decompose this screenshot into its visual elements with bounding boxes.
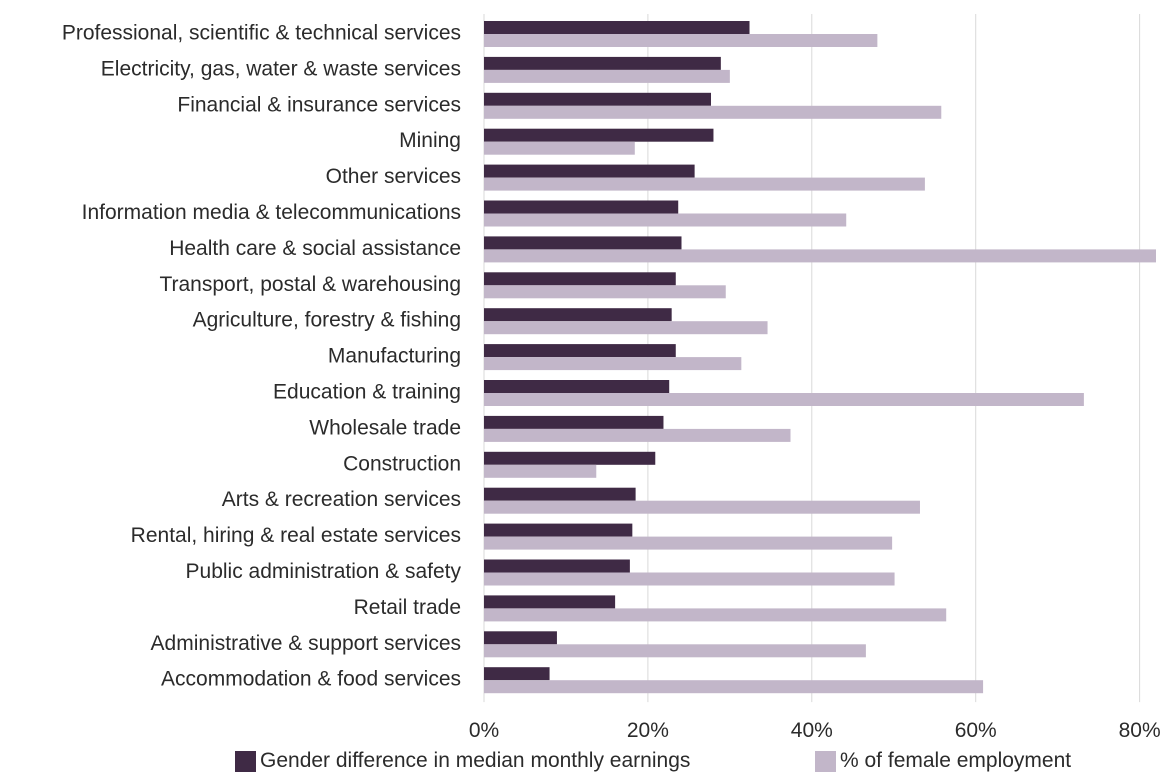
- legend-label-earnings: Gender difference in median monthly earn…: [260, 749, 691, 772]
- legend-item-female-employment: % of female employment: [815, 749, 1071, 773]
- bar-female-employment-4: [484, 177, 925, 191]
- category-labels: Professional, scientific & technical ser…: [62, 22, 462, 691]
- category-label-15: Public administration & safety: [186, 560, 462, 583]
- category-label-12: Construction: [343, 452, 461, 475]
- bar-female-employment-10: [484, 393, 1084, 406]
- bar-earnings-gap-6: [484, 236, 682, 250]
- bar-female-employment-8: [484, 321, 768, 335]
- bar-female-employment-12: [484, 464, 597, 478]
- bar-earnings-gap-1: [484, 56, 721, 70]
- bar-female-employment-9: [484, 357, 742, 371]
- category-label-6: Health care & social assistance: [169, 237, 461, 260]
- bar-earnings-gap-18: [484, 667, 550, 681]
- bar-female-employment-5: [484, 213, 847, 227]
- x-tick-label-2: 40%: [791, 719, 833, 742]
- x-tick-label-1: 20%: [627, 719, 669, 742]
- bar-female-employment-2: [484, 105, 942, 119]
- bar-earnings-gap-3: [484, 128, 714, 142]
- bar-earnings-gap-15: [484, 559, 630, 573]
- bar-earnings-gap-2: [484, 92, 712, 106]
- legend: Gender difference in median monthly earn…: [0, 745, 1165, 775]
- bar-female-employment-11: [484, 428, 791, 442]
- bar-female-employment-18: [484, 680, 984, 694]
- category-label-3: Mining: [399, 129, 461, 152]
- bar-female-employment-16: [484, 608, 947, 622]
- bar-earnings-gap-5: [484, 200, 679, 214]
- bar-female-employment-1: [484, 69, 730, 83]
- category-label-5: Information media & telecommunications: [82, 201, 461, 224]
- legend-label-female-employment: % of female employment: [840, 749, 1072, 772]
- category-label-4: Other services: [326, 165, 461, 188]
- bar-earnings-gap-10: [484, 380, 670, 393]
- category-label-2: Financial & insurance services: [177, 93, 461, 116]
- bar-earnings-gap-14: [484, 523, 633, 537]
- bar-female-employment-14: [484, 536, 893, 550]
- x-tick-label-4: 80%: [1119, 719, 1161, 742]
- category-label-7: Transport, postal & warehousing: [159, 273, 461, 296]
- bar-earnings-gap-0: [484, 21, 750, 34]
- bar-earnings-gap-12: [484, 451, 656, 465]
- bar-earnings-gap-17: [484, 631, 557, 645]
- bar-female-employment-7: [484, 285, 726, 299]
- category-label-0: Professional, scientific & technical ser…: [62, 22, 461, 45]
- bar-female-employment-17: [484, 644, 866, 658]
- bar-earnings-gap-8: [484, 308, 672, 322]
- category-label-8: Agriculture, forestry & fishing: [193, 309, 461, 332]
- legend-swatch-female-employment: [815, 750, 836, 772]
- category-label-13: Arts & recreation services: [222, 488, 461, 511]
- legend-item-earnings: Gender difference in median monthly earn…: [235, 749, 690, 773]
- bar-earnings-gap-7: [484, 272, 676, 286]
- bar-earnings-gap-11: [484, 415, 664, 429]
- category-label-1: Electricity, gas, water & waste services: [101, 57, 461, 80]
- category-label-11: Wholesale trade: [309, 416, 461, 439]
- bar-female-employment-0: [484, 34, 878, 47]
- category-label-14: Rental, hiring & real estate services: [131, 524, 461, 547]
- bar-earnings-gap-13: [484, 487, 636, 501]
- bar-chart: Professional, scientific & technical ser…: [62, 14, 1161, 742]
- legend-swatch-earnings: [235, 750, 256, 772]
- category-label-16: Retail trade: [354, 596, 461, 619]
- bar-earnings-gap-16: [484, 595, 616, 609]
- bar-female-employment-15: [484, 572, 895, 586]
- category-label-18: Accommodation & food services: [161, 668, 461, 691]
- x-tick-label-3: 60%: [955, 719, 997, 742]
- gridlines: [483, 14, 1141, 703]
- x-tick-label-0: 0%: [469, 719, 499, 742]
- bars: [484, 21, 1156, 694]
- bar-female-employment-3: [484, 141, 635, 155]
- bar-earnings-gap-4: [484, 164, 695, 178]
- bar-earnings-gap-9: [484, 344, 676, 358]
- category-label-10: Education & training: [273, 381, 461, 404]
- category-label-17: Administrative & support services: [151, 632, 461, 655]
- category-label-9: Manufacturing: [328, 345, 461, 368]
- bar-female-employment-6: [484, 249, 1156, 263]
- x-tick-labels: 0% 20% 40% 60% 80%: [469, 719, 1161, 742]
- bar-female-employment-13: [484, 500, 920, 514]
